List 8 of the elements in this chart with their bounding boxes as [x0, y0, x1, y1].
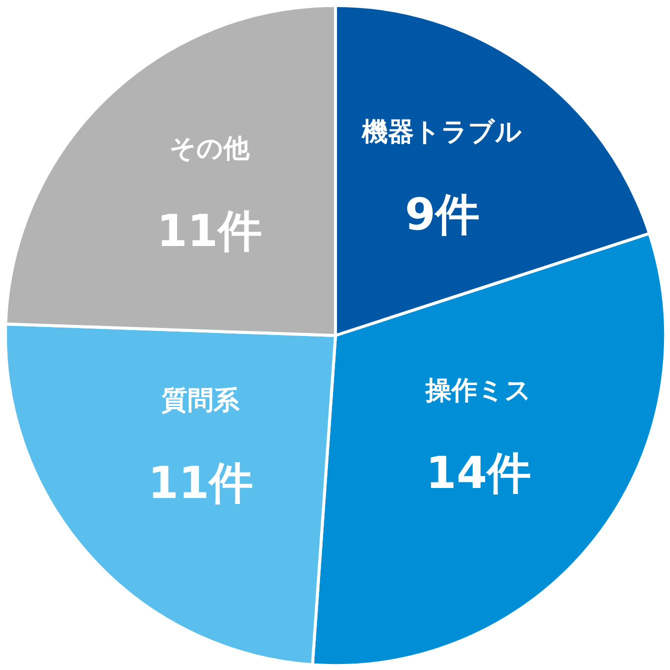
slice-label: 操作ミス — [424, 376, 532, 406]
slice-label: その他 — [169, 134, 250, 164]
data-label: 11件 — [148, 458, 254, 509]
slice-label: 質問系 — [160, 386, 241, 416]
slice-label: 機器トラブル — [361, 118, 522, 148]
data-label: 11件 — [156, 206, 262, 257]
data-label: 9件 — [404, 190, 480, 241]
data-label: 14件 — [426, 448, 532, 500]
